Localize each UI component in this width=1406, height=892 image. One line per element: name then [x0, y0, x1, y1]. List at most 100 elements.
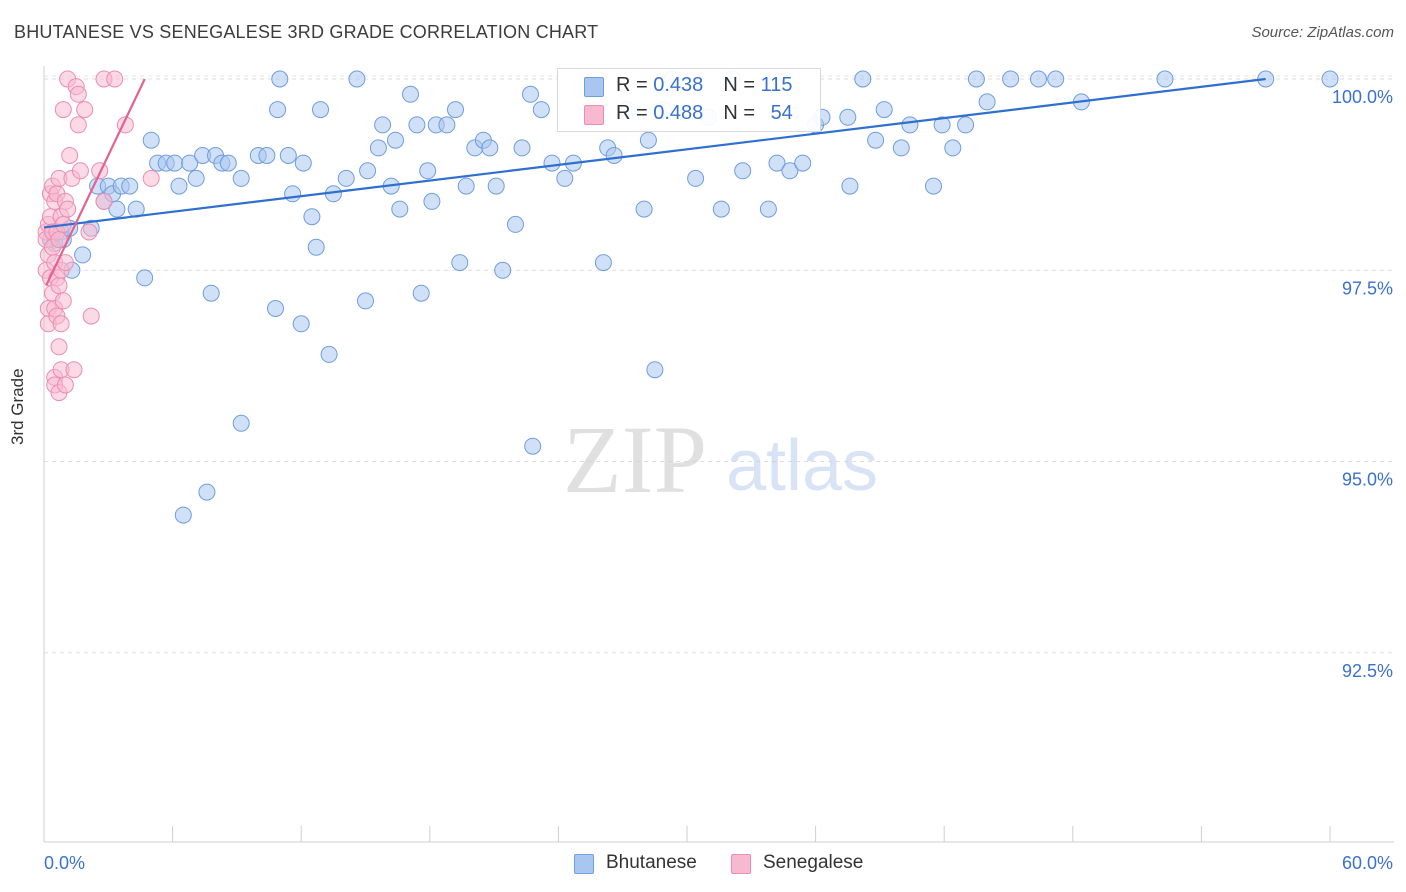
bhutanese-point	[594, 254, 612, 272]
senegalese-point	[106, 70, 124, 88]
series-swatch-senegalese	[731, 854, 751, 874]
legend-r-value-senegalese: 0.488	[653, 102, 704, 124]
series-label-senegalese: Senegalese	[763, 852, 864, 873]
bhutanese-point	[359, 162, 377, 180]
senegalese-point	[82, 307, 100, 325]
senegalese-point	[142, 169, 160, 187]
senegalese-point	[50, 338, 68, 356]
bhutanese-point	[944, 139, 962, 157]
bhutanese-point	[292, 315, 310, 333]
bhutanese-point	[307, 238, 325, 256]
bhutanese-point	[337, 169, 355, 187]
bhutanese-point	[635, 200, 653, 218]
bhutanese-point	[267, 300, 284, 317]
bhutanese-point	[258, 147, 276, 164]
source-label: Source: ZipAtlas.com	[1251, 24, 1394, 41]
bhutanese-point	[543, 154, 561, 172]
y-tick-label: 100.0%	[1332, 87, 1393, 107]
bhutanese-point	[408, 116, 426, 134]
bhutanese-point	[457, 177, 475, 195]
senegalese-point	[80, 223, 98, 241]
bhutanese-point	[759, 200, 777, 218]
bhutanese-point	[967, 70, 985, 88]
bhutanese-point	[451, 254, 469, 272]
bhutanese-point	[202, 284, 220, 302]
bhutanese-point	[867, 131, 885, 149]
bhutanese-point	[187, 169, 205, 187]
bhutanese-point	[369, 139, 387, 157]
bhutanese-point	[357, 292, 374, 310]
bhutanese-point	[487, 177, 505, 195]
trend-lines	[43, 77, 1266, 287]
bhutanese-point	[447, 101, 464, 119]
legend-n-label: N =	[723, 74, 761, 96]
bhutanese-point	[166, 154, 184, 172]
bhutanese-point	[794, 154, 812, 172]
bhutanese-point	[768, 154, 786, 172]
series-legend: Bhutanese Senegalese	[0, 852, 1406, 876]
bhutanese-point	[142, 131, 160, 149]
bhutanese-point	[348, 70, 366, 88]
bhutanese-point	[1321, 70, 1339, 88]
y-tick-label: 97.5%	[1342, 278, 1393, 298]
bhutanese-point	[892, 139, 910, 157]
bhutanese-point	[174, 506, 192, 524]
legend-r-label: R =	[616, 74, 654, 96]
legend-n-label: N =	[723, 102, 761, 124]
watermark-zip: ZIP	[563, 406, 707, 513]
series-swatch-bhutanese	[574, 854, 594, 874]
bhutanese-point	[181, 154, 199, 172]
senegalese-point	[52, 315, 70, 333]
bhutanese-point	[875, 101, 893, 119]
x-tick-label: 0.0%	[44, 853, 85, 873]
bhutanese-point	[494, 261, 512, 279]
trend-line-bhutanese	[43, 77, 1266, 229]
series-label-bhutanese: Bhutanese	[606, 852, 697, 873]
bhutanese-point	[839, 108, 857, 126]
bhutanese-point	[412, 284, 430, 302]
x-tick-label: 60.0%	[1342, 853, 1393, 873]
bhutanese-point	[402, 85, 419, 103]
legend-swatch-bhutanese	[584, 77, 604, 97]
bhutanese-point	[108, 200, 126, 218]
bhutanese-point	[957, 116, 975, 134]
bhutanese-point	[294, 154, 312, 172]
bhutanese-point	[387, 131, 404, 149]
legend-swatch-senegalese	[584, 105, 604, 125]
senegalese-point	[54, 101, 72, 119]
bhutanese-point	[419, 162, 437, 180]
bhutanese-point	[854, 70, 872, 88]
bhutanese-point	[170, 177, 188, 195]
bhutanese-point	[556, 169, 574, 187]
bhutanese-point	[841, 177, 859, 195]
bhutanese-point	[1156, 70, 1174, 88]
senegalese-point	[95, 192, 113, 210]
senegalese-point	[56, 376, 74, 394]
bhutanese-point	[232, 414, 250, 432]
bhutanese-point	[423, 192, 441, 210]
y-tick-label: 95.0%	[1342, 470, 1393, 490]
bhutanese-point	[687, 169, 705, 187]
watermark-atlas: atlas	[726, 426, 878, 506]
bhutanese-point	[320, 345, 338, 363]
senegalese-point	[65, 361, 83, 379]
bhutanese-point	[271, 70, 289, 88]
bhutanese-point	[438, 116, 456, 134]
bhutanese-point	[481, 139, 499, 157]
bhutanese-point	[74, 246, 92, 264]
chart-title: BHUTANESE VS SENEGALESE 3RD GRADE CORREL…	[14, 22, 599, 42]
y-axis-label: 3rd Grade	[8, 368, 27, 445]
bhutanese-point	[374, 116, 392, 134]
senegalese-point	[71, 162, 89, 180]
bhutanese-point	[532, 101, 550, 119]
bhutanese-point	[507, 215, 524, 233]
bhutanese-point	[219, 154, 237, 172]
bhutanese-point	[284, 185, 302, 203]
bhutanese-point	[1047, 70, 1065, 88]
bhutanese-point	[269, 101, 287, 119]
bhutanese-point	[198, 483, 216, 501]
bhutanese-point	[933, 116, 951, 134]
trend-line-senegalese	[45, 78, 146, 287]
bhutanese-point	[121, 177, 139, 195]
